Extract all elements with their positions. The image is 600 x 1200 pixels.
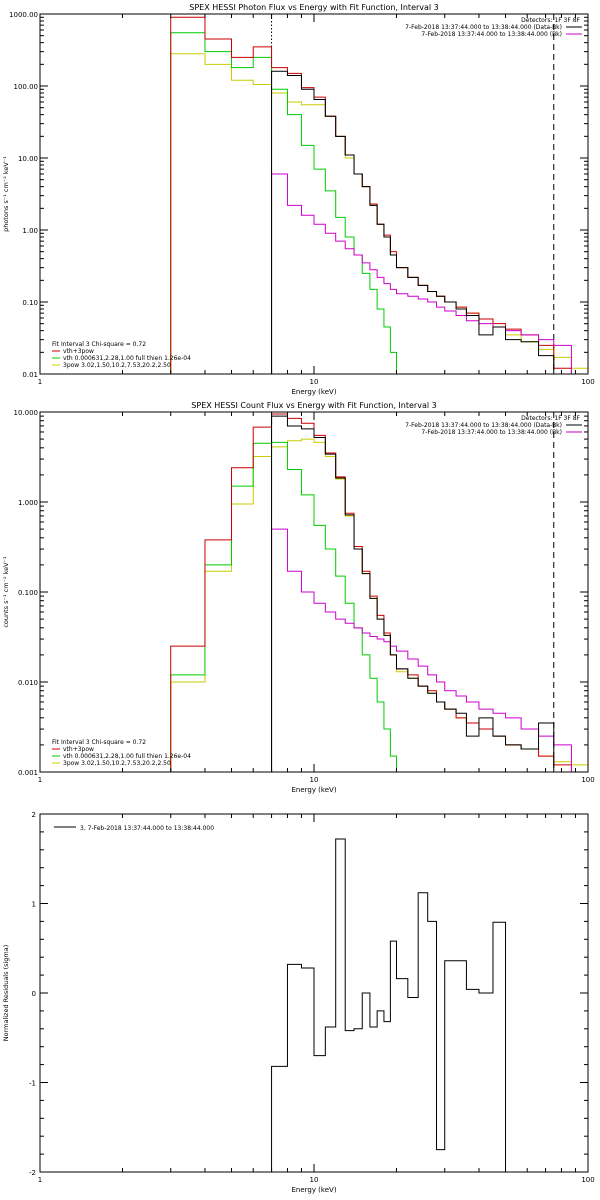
plot-frame <box>39 13 589 375</box>
y-axis-label: Normalized Residuals (sigma) <box>2 945 10 1042</box>
count-flux-panel: SPEX HESSI Count Flux vs Energy with Fit… <box>2 401 595 794</box>
y-axis-label: photons s⁻¹ cm⁻² keV⁻¹ <box>2 156 10 232</box>
chart-title: SPEX HESSI Count Flux vs Energy with Fit… <box>191 401 436 410</box>
photon-flux-panel: SPEX HESSI Photon Flux vs Energy with Fi… <box>2 3 595 396</box>
series-bk-line <box>271 528 572 772</box>
x-tick-label: 100 <box>581 1176 594 1184</box>
y-tick-label: 0.01 <box>22 371 38 379</box>
legend-entry: Detectors: 1F 3F 8F <box>521 415 580 422</box>
series-vth-line <box>170 441 397 772</box>
x-axis-label: Energy (keV) <box>291 786 336 794</box>
chart-title: SPEX HESSI Photon Flux vs Energy with Fi… <box>189 3 439 12</box>
legend-entry: 3, 7-Feb-2018 13:37:44.000 to 13:38:44.0… <box>80 825 214 832</box>
x-tick-label: 1 <box>38 776 42 784</box>
series-vth-3pow-line <box>170 16 572 374</box>
x-tick-label: 10 <box>310 378 319 386</box>
residuals-panel: 1 10 100 Energy (keV) -2 -1 0 1 2 Normalized Resi… <box>2 811 595 1194</box>
y-tick-label: 1 <box>32 901 36 909</box>
y-tick-label: -2 <box>29 1169 36 1177</box>
series-3pow-line <box>170 438 588 772</box>
y-tick-label: 10.000 <box>14 409 39 417</box>
series-data-bk-line <box>271 70 555 374</box>
legend-entry: vth 0.000631,2.28,1.00 full thien 1.26e-… <box>63 355 191 362</box>
series-3pow-line <box>170 53 588 374</box>
legend-entry: 7-Feb-2018 13:37:44.000 to 13:38:44.000 … <box>421 31 562 38</box>
y-tick-label: -1 <box>29 1080 36 1088</box>
legend-entry: Detectors: 1F 3F 8F <box>521 17 580 24</box>
x-tick-label: 1 <box>38 378 42 386</box>
x-tick-label: 10 <box>310 1176 319 1184</box>
series-vth-line <box>170 32 397 374</box>
x-tick-label: 100 <box>581 776 594 784</box>
y-tick-label: 1.000 <box>18 499 38 507</box>
y-tick-label: 2 <box>32 811 36 819</box>
series-bk-line <box>271 173 572 374</box>
legend-entry: vth 0.000631,2.28,1.00 full thien 1.26e-… <box>63 753 191 760</box>
legend-entry: Fit Interval 3 Chi-square = 0.72 <box>52 739 146 746</box>
y-tick-label: 1000.00 <box>9 11 38 19</box>
y-tick-label: 1.00 <box>22 227 38 235</box>
y-tick-label: 0 <box>32 990 36 998</box>
y-tick-label: 0.001 <box>18 769 38 777</box>
legend-entry: 3pow 3.02,1.50,10.2,7.53,20.2,2.50 <box>63 760 171 767</box>
legend-entry: 7-Feb-2018 13:37:44.000 to 13:38:44.000 … <box>405 422 562 429</box>
x-axis-label: Energy (keV) <box>291 388 336 396</box>
legend-entry: Fit Interval 3 Chi-square = 0.72 <box>52 341 146 348</box>
legend-entry: 7-Feb-2018 13:37:44.000 to 13:38:44.000 … <box>421 429 562 436</box>
x-tick-label: 100 <box>581 378 594 386</box>
legend-entry: vth+3pow <box>63 746 94 753</box>
legend-entry: vth+3pow <box>63 348 94 355</box>
series-3-7-feb-2018-13-37-44-000-to-13-38-44-000-line <box>271 838 554 1172</box>
legend-entry: 3pow 3.02,1.50,10.2,7.53,20.2,2.50 <box>63 362 171 369</box>
x-axis-label: Energy (keV) <box>291 1186 336 1194</box>
y-tick-label: 10.00 <box>18 155 38 163</box>
legend-entry: 7-Feb-2018 13:37:44.000 to 13:38:44.000 … <box>405 24 562 31</box>
y-tick-label: 0.10 <box>22 299 38 307</box>
y-tick-label: 0.010 <box>18 679 38 687</box>
series-data-bk-line <box>271 415 555 772</box>
y-tick-label: 0.100 <box>18 589 38 597</box>
y-tick-label: 100.00 <box>14 83 39 91</box>
y-axis-label: counts s⁻¹ cm⁻² keV⁻¹ <box>2 556 10 628</box>
x-tick-label: 1 <box>38 1176 42 1184</box>
x-tick-label: 10 <box>310 776 319 784</box>
